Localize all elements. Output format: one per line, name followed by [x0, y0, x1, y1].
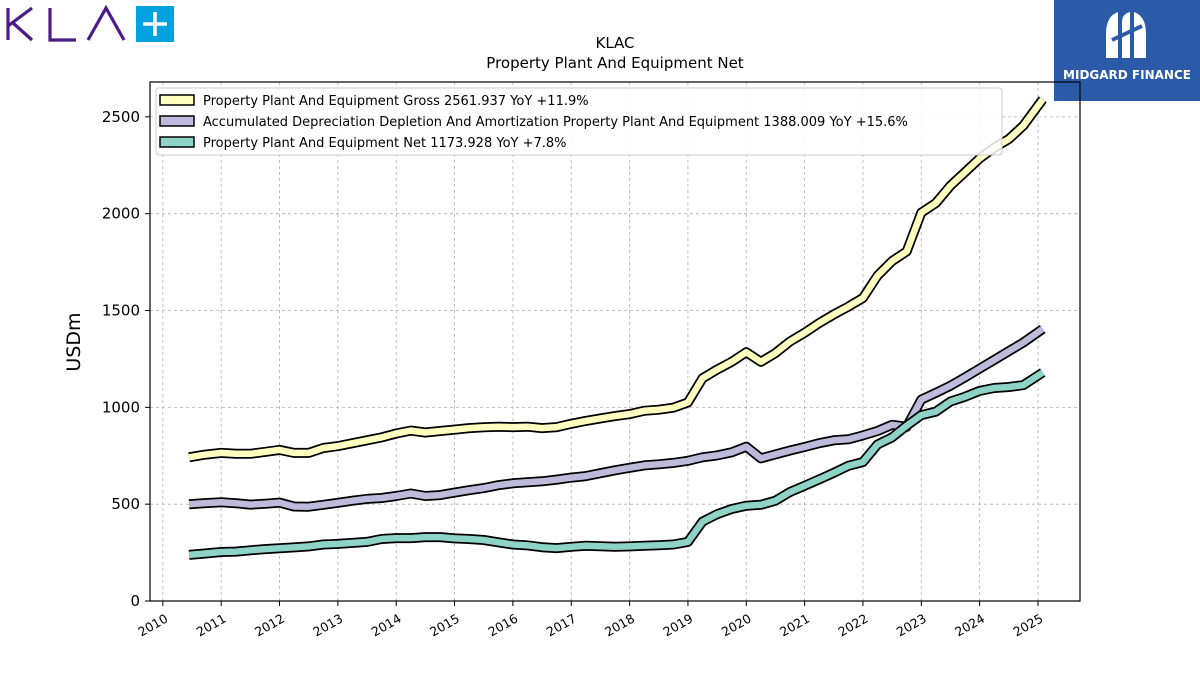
series-line	[188, 97, 1046, 461]
y-tick-label: 2500	[102, 108, 140, 126]
series-layer	[188, 96, 1047, 560]
y-tick-label: 1500	[102, 302, 140, 320]
y-tick-label: 500	[111, 495, 140, 513]
kla-logo	[6, 4, 174, 42]
grid	[150, 82, 1080, 602]
midgard-finance-logo: MIDGARD FINANCE	[1054, 0, 1200, 101]
x-tick-label: 2023	[894, 611, 929, 640]
legend-label-2: Property Plant And Equipment Net 1173.92…	[203, 136, 567, 151]
y-axis-label: USDm	[63, 312, 85, 371]
x-tick-label: 2024	[952, 611, 987, 640]
x-tick-label: 2015	[427, 611, 462, 640]
legend-swatch-2	[159, 136, 195, 148]
series-line	[188, 369, 1045, 559]
series-line-outline	[188, 368, 1046, 560]
legend: Property Plant And Equipment Gross 2561.…	[155, 87, 1003, 156]
legend-label-1: Accumulated Depreciation Depletion And A…	[203, 115, 908, 130]
series-line	[188, 326, 1045, 510]
x-tick-label: 2025	[1010, 611, 1045, 640]
y-tick-label: 2000	[102, 205, 140, 223]
y-tick-label: 0	[130, 592, 140, 610]
x-tick-label: 2017	[544, 611, 579, 640]
x-tick-label: 2020	[719, 611, 754, 640]
plot-frame	[149, 81, 1081, 602]
legend-frame	[155, 87, 1003, 156]
series-1	[188, 324, 1046, 512]
chart-title-line-1: KLAC	[595, 34, 634, 52]
series-2	[188, 368, 1046, 560]
chart-title-line-2: Property Plant And Equipment Net	[486, 54, 743, 72]
x-tick-label: 2013	[310, 611, 345, 640]
legend-swatch-0	[159, 94, 195, 106]
axes: 0 500 1000 1500 2000 2500 2010 2011 2012 2013 2014…	[102, 108, 1046, 640]
x-tick-label: 2012	[252, 611, 287, 640]
y-tick-label: 1000	[102, 398, 140, 416]
x-tick-label: 2022	[835, 611, 870, 640]
x-tick-label: 2019	[660, 611, 695, 640]
legend-label-0: Property Plant And Equipment Gross 2561.…	[203, 94, 589, 109]
x-tick-label: 2021	[777, 611, 812, 640]
partner-name: MIDGARD FINANCE	[1063, 68, 1191, 82]
x-tick-label: 2014	[369, 611, 404, 640]
x-tick-label: 2011	[194, 611, 229, 640]
midgard-emblem-icon	[1106, 12, 1146, 58]
x-tick-label: 2010	[135, 611, 170, 640]
legend-swatch-1	[159, 115, 195, 127]
x-tick-label: 2018	[602, 611, 637, 640]
series-0	[188, 96, 1047, 463]
x-tick-label: 2016	[485, 611, 520, 640]
